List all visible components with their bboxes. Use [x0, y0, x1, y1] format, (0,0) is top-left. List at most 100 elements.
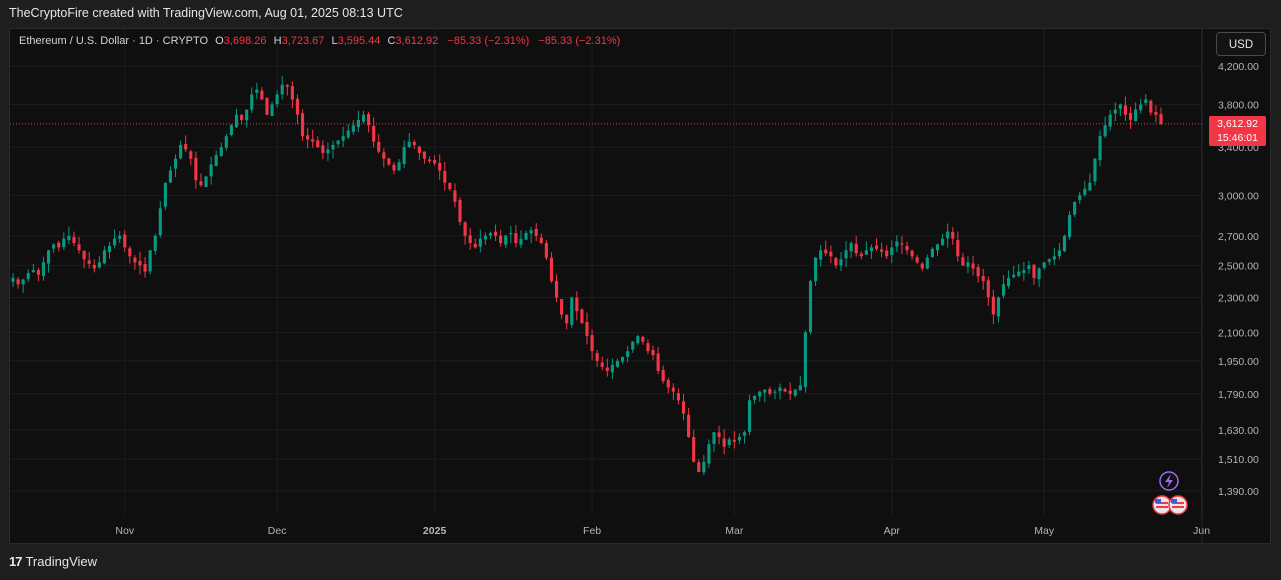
candle-body — [697, 462, 701, 473]
currency-button[interactable]: USD — [1216, 32, 1266, 56]
candle-body — [529, 230, 533, 234]
last-price-tag: 3,612.92 15:46:01 — [1209, 115, 1266, 146]
candle-body — [783, 388, 787, 392]
candle-body — [224, 136, 228, 148]
candle-body — [483, 235, 487, 240]
candle-body — [102, 250, 107, 264]
tradingview-branding[interactable]: 17 TradingView — [9, 554, 97, 569]
candle-body — [539, 237, 543, 243]
candle-body — [692, 437, 696, 462]
candle-body — [1042, 262, 1046, 268]
candle-body — [666, 380, 670, 388]
candle-body — [1093, 158, 1097, 182]
candle-body — [971, 263, 975, 269]
candle-body — [1067, 215, 1072, 238]
candle-body — [57, 242, 61, 248]
branding-text: TradingView — [25, 554, 98, 569]
candle-body — [148, 250, 152, 272]
candle-body — [534, 228, 538, 236]
candle-body — [443, 170, 447, 183]
candle-body — [824, 249, 828, 254]
y-tick-label: 2,100.00 — [1218, 327, 1259, 339]
candle-body — [935, 244, 940, 251]
legend-low-label: L — [331, 35, 338, 47]
candle-body — [438, 162, 442, 171]
candle-body — [1062, 235, 1067, 252]
candle-body — [509, 232, 513, 235]
candle-body — [819, 250, 823, 260]
candle-body — [560, 299, 564, 315]
x-tick-label: 2025 — [423, 525, 447, 537]
candlestick-chart[interactable]: 1,390.00 1,510.00 1,630.00 1,790.00 1,950.00… — [10, 29, 1272, 545]
candle-body — [671, 387, 675, 392]
candle-body — [854, 243, 858, 254]
candle-body — [1098, 136, 1102, 161]
candle-body — [468, 235, 472, 243]
events-icons[interactable] — [1146, 469, 1196, 519]
candle-body — [107, 245, 112, 253]
legend-high-value: 3,723.67 — [281, 35, 325, 47]
candle-body — [1032, 264, 1036, 278]
candle-body — [97, 262, 101, 268]
candle-body — [676, 393, 681, 401]
candle-body — [915, 257, 919, 263]
candle-body — [62, 238, 66, 248]
candle-body — [834, 258, 838, 266]
candle-body — [641, 336, 645, 342]
candle-body — [1012, 274, 1016, 278]
candle-body — [26, 273, 30, 280]
last-price-value: 3,612.92 — [1217, 117, 1258, 130]
candle-body — [1052, 256, 1056, 260]
candle-body — [1118, 104, 1122, 109]
candle-body — [123, 234, 127, 248]
candle-body — [626, 351, 630, 357]
candle-body — [646, 343, 650, 352]
candle-body — [199, 181, 203, 186]
candle-body — [702, 461, 706, 473]
candle-body — [976, 267, 980, 277]
candle-body — [1073, 201, 1077, 215]
candle-body — [427, 159, 432, 162]
candle-body — [554, 280, 559, 298]
candle-body — [331, 144, 335, 150]
candle-body — [986, 280, 990, 298]
candle-body — [397, 162, 401, 171]
candle-body — [1139, 104, 1143, 111]
chart-frame[interactable]: 1,390.00 1,510.00 1,630.00 1,790.00 1,950.00… — [9, 28, 1272, 545]
candle-body — [311, 139, 315, 142]
legend-symbol: Ethereum / U.S. Dollar · 1D · CRYPTO — [19, 35, 209, 47]
candle-body — [1108, 114, 1112, 127]
candle-body — [722, 438, 726, 447]
candle-body — [590, 335, 594, 352]
candle-body — [570, 297, 574, 325]
candle-body — [885, 250, 889, 257]
candle-body — [585, 322, 589, 337]
candle-body — [778, 387, 782, 392]
candle-body — [351, 125, 355, 132]
candle-body — [920, 263, 924, 269]
tradingview-logo-icon: 17 — [9, 554, 23, 569]
candle-body — [209, 164, 213, 177]
candle-body — [620, 356, 625, 362]
candle-body — [260, 90, 264, 100]
candle-body — [275, 94, 279, 105]
legend-close-value: 3,612.92 — [395, 35, 439, 47]
candle-body — [143, 264, 147, 272]
candle-body — [240, 115, 244, 120]
candle-body — [402, 147, 406, 164]
candle-body — [656, 353, 660, 371]
candle-body — [1001, 284, 1006, 296]
legend-open-value: 3,698.26 — [223, 35, 267, 47]
candle-body — [77, 244, 81, 251]
candle-body — [636, 336, 640, 344]
candle-body — [184, 143, 188, 150]
candle-body — [727, 439, 731, 446]
candle-body — [372, 125, 376, 142]
legend-open-label: O — [215, 35, 224, 47]
candle-body — [448, 183, 452, 189]
candle-body — [204, 176, 208, 187]
y-tick-label: 1,630.00 — [1218, 425, 1259, 437]
lightning-icon[interactable] — [1159, 471, 1179, 491]
us-flag-icon[interactable] — [1152, 495, 1188, 515]
candle-body — [707, 444, 711, 464]
